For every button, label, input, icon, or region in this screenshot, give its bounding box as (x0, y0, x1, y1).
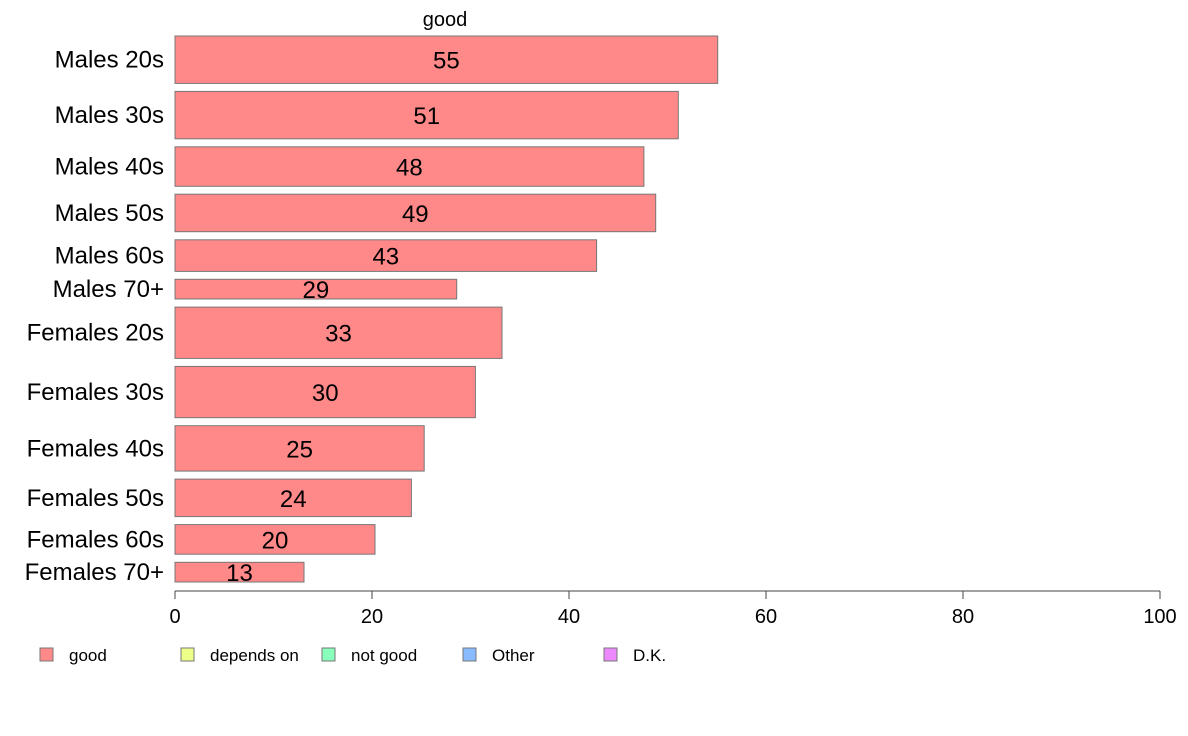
bar-value-label: 51 (413, 103, 440, 130)
bar-value-label: 55 (433, 48, 460, 75)
bar-value-label: 30 (312, 380, 339, 407)
category-label: Males 20s (55, 47, 164, 74)
legend-swatch (39, 647, 54, 662)
bar (174, 193, 657, 233)
bar (174, 478, 412, 518)
category-label: Females 40s (27, 435, 164, 462)
x-axis: 0 20 40 60 80 100 (169, 590, 1177, 628)
x-tick-label: 0 (169, 606, 180, 628)
bar (174, 561, 305, 583)
bar-value-label: 24 (280, 486, 307, 513)
legend-swatch (180, 647, 195, 662)
x-tick-label: 100 (1143, 606, 1176, 628)
bar (174, 278, 458, 300)
bar-value-label: 49 (402, 201, 429, 228)
category-label: Females 70+ (25, 559, 164, 586)
bar (174, 524, 376, 555)
legend-swatch (321, 647, 336, 662)
bar (174, 239, 598, 272)
x-tick-label: 60 (755, 606, 777, 628)
bars-layer: Males 20s 55 Males 30s 51 Males 40s 48 Males 5… (25, 35, 719, 587)
legend-swatch (603, 647, 618, 662)
legend-label: not good (351, 646, 417, 665)
x-tick-label: 80 (952, 606, 974, 628)
legend-label: depends on (210, 646, 299, 665)
category-label: Females 60s (27, 527, 164, 554)
legend: good depends on not good Other D.K. (39, 646, 666, 665)
category-label: Females 20s (27, 320, 164, 347)
bar (174, 146, 645, 187)
legend-label: good (69, 646, 107, 665)
category-label: Males 30s (55, 102, 164, 129)
bar (174, 90, 679, 140)
bar (174, 306, 503, 359)
bar-value-label: 25 (286, 436, 313, 463)
chart-title: good (423, 9, 468, 31)
legend-swatch (462, 647, 477, 662)
bar (174, 365, 476, 419)
x-tick-label: 20 (361, 606, 383, 628)
bar-value-label: 48 (396, 155, 423, 182)
category-label: Males 40s (55, 154, 164, 181)
bar-value-label: 20 (262, 528, 289, 555)
bar-value-label: 43 (372, 244, 399, 271)
bar (174, 425, 425, 472)
bar-value-label: 33 (325, 321, 352, 348)
category-label: Males 70+ (53, 276, 164, 303)
bar-value-label: 29 (303, 277, 330, 304)
bar-value-label: 13 (226, 560, 253, 587)
x-tick-label: 40 (558, 606, 580, 628)
category-label: Males 60s (55, 243, 164, 270)
legend-label: Other (492, 646, 535, 665)
category-label: Females 50s (27, 485, 164, 512)
category-label: Males 50s (55, 200, 164, 227)
category-label: Females 30s (27, 379, 164, 406)
legend-label: D.K. (633, 646, 666, 665)
bar (174, 35, 719, 84)
